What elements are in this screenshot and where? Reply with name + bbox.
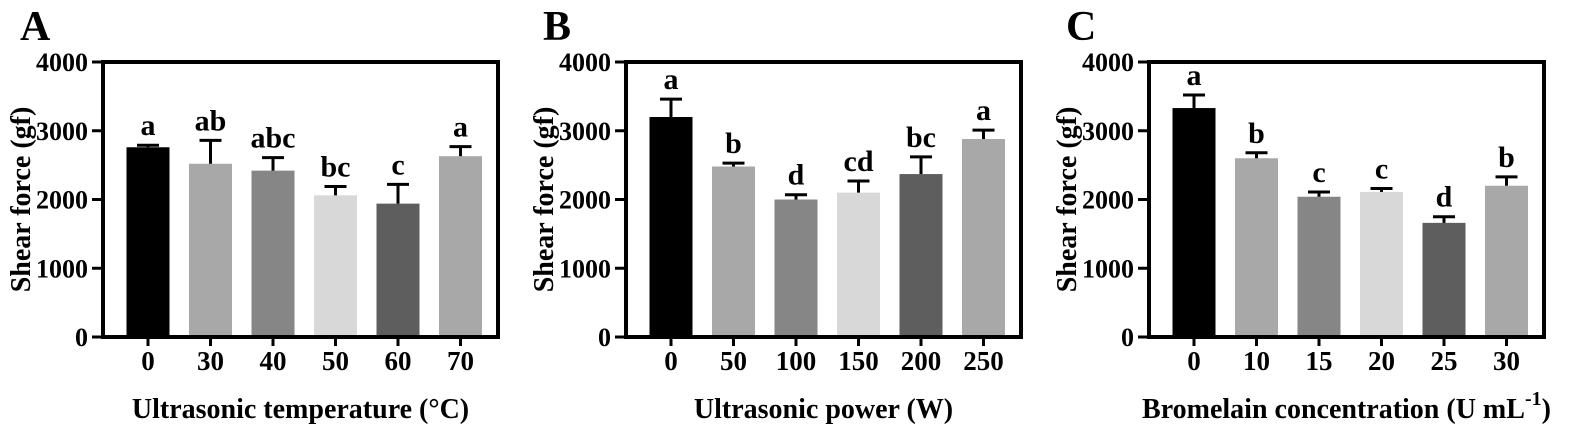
svg-text:0: 0 (664, 346, 678, 376)
bar-chart-ultrasonic-power: a 0 b 50 d 100 cd 150 bc 200 a 250 0 1000 2000 3000 4000… (529, 48, 1023, 425)
svg-text:0: 0 (75, 323, 88, 352)
svg-text:Shear force (gf): Shear force (gf) (529, 107, 560, 293)
svg-text:30: 30 (197, 346, 224, 376)
svg-text:60: 60 (385, 346, 412, 376)
svg-text:10: 10 (1243, 346, 1270, 376)
panel-a: A a 0 ab 30 abc 40 bc 50 c 60 a 70 0 1000 2000 3000 4000… (0, 0, 523, 443)
svg-text:c: c (1375, 153, 1388, 186)
svg-text:bc: bc (321, 150, 351, 183)
svg-text:cd: cd (844, 145, 874, 178)
svg-text:40: 40 (260, 346, 287, 376)
svg-text:3000: 3000 (1082, 117, 1134, 146)
svg-text:15: 15 (1306, 346, 1333, 376)
svg-text:30: 30 (1493, 346, 1520, 376)
svg-text:Shear force (gf): Shear force (gf) (6, 107, 37, 293)
svg-text:25: 25 (1431, 346, 1458, 376)
svg-text:b: b (1248, 117, 1265, 150)
svg-text:2000: 2000 (1082, 186, 1134, 215)
svg-text:4000: 4000 (1082, 48, 1134, 77)
svg-text:b: b (725, 127, 742, 160)
svg-text:Ultrasonic temperature (°C): Ultrasonic temperature (°C) (132, 394, 469, 425)
svg-text:Shear force (gf): Shear force (gf) (1052, 107, 1083, 293)
svg-text:c: c (1312, 156, 1325, 189)
svg-text:2000: 2000 (559, 186, 611, 215)
svg-text:250: 250 (963, 346, 1004, 376)
svg-text:Ultrasonic power (W): Ultrasonic power (W) (694, 394, 953, 425)
svg-text:abc: abc (251, 122, 296, 155)
svg-text:20: 20 (1368, 346, 1395, 376)
svg-text:d: d (1436, 181, 1453, 214)
bar-chart-bromelain-concentration: a 0 b 10 c 15 c 20 d 25 b 30 0 1000 2000 3000 4000 Shear … (1052, 48, 1551, 425)
svg-text:200: 200 (901, 346, 942, 376)
svg-text:1000: 1000 (559, 254, 611, 283)
svg-text:Bromelain concentration (U mL-: Bromelain concentration (U mL-1) (1142, 388, 1551, 425)
svg-text:0: 0 (141, 346, 155, 376)
panel-letter-a: A (20, 4, 51, 50)
svg-text:3000: 3000 (36, 117, 88, 146)
svg-text:100: 100 (776, 346, 817, 376)
svg-text:bc: bc (906, 121, 936, 154)
svg-text:70: 70 (447, 346, 474, 376)
svg-text:d: d (788, 159, 805, 192)
svg-text:0: 0 (598, 323, 611, 352)
svg-text:0: 0 (1187, 346, 1201, 376)
svg-text:4000: 4000 (559, 48, 611, 77)
svg-text:b: b (1498, 141, 1515, 174)
svg-text:2000: 2000 (36, 186, 88, 215)
panel-c: C a 0 b 10 c 15 c 20 d 25 b 30 0 1000 2000 3000 4000 Shea… (1046, 0, 1569, 443)
svg-text:150: 150 (838, 346, 879, 376)
svg-text:a: a (141, 109, 156, 142)
svg-text:50: 50 (720, 346, 747, 376)
svg-text:a: a (664, 63, 679, 96)
svg-text:3000: 3000 (559, 117, 611, 146)
svg-text:1000: 1000 (36, 254, 88, 283)
svg-text:0: 0 (1121, 323, 1134, 352)
panel-letter-b: B (543, 4, 572, 50)
svg-text:ab: ab (195, 104, 227, 137)
svg-text:a: a (976, 94, 991, 127)
panel-letter-c: C (1066, 4, 1097, 50)
svg-text:a: a (1187, 59, 1202, 92)
svg-text:1000: 1000 (1082, 254, 1134, 283)
svg-text:4000: 4000 (36, 48, 88, 77)
panel-b: B a 0 b 50 d 100 cd 150 bc 200 a 250 0 1000 2000 3000 40… (523, 0, 1046, 443)
svg-text:a: a (453, 111, 468, 144)
bar-chart-ultrasonic-temperature: a 0 ab 30 abc 40 bc 50 c 60 a 70 0 1000 2000 3000 4000 Sh… (6, 48, 500, 425)
svg-text:50: 50 (322, 346, 349, 376)
svg-text:c: c (391, 148, 404, 181)
